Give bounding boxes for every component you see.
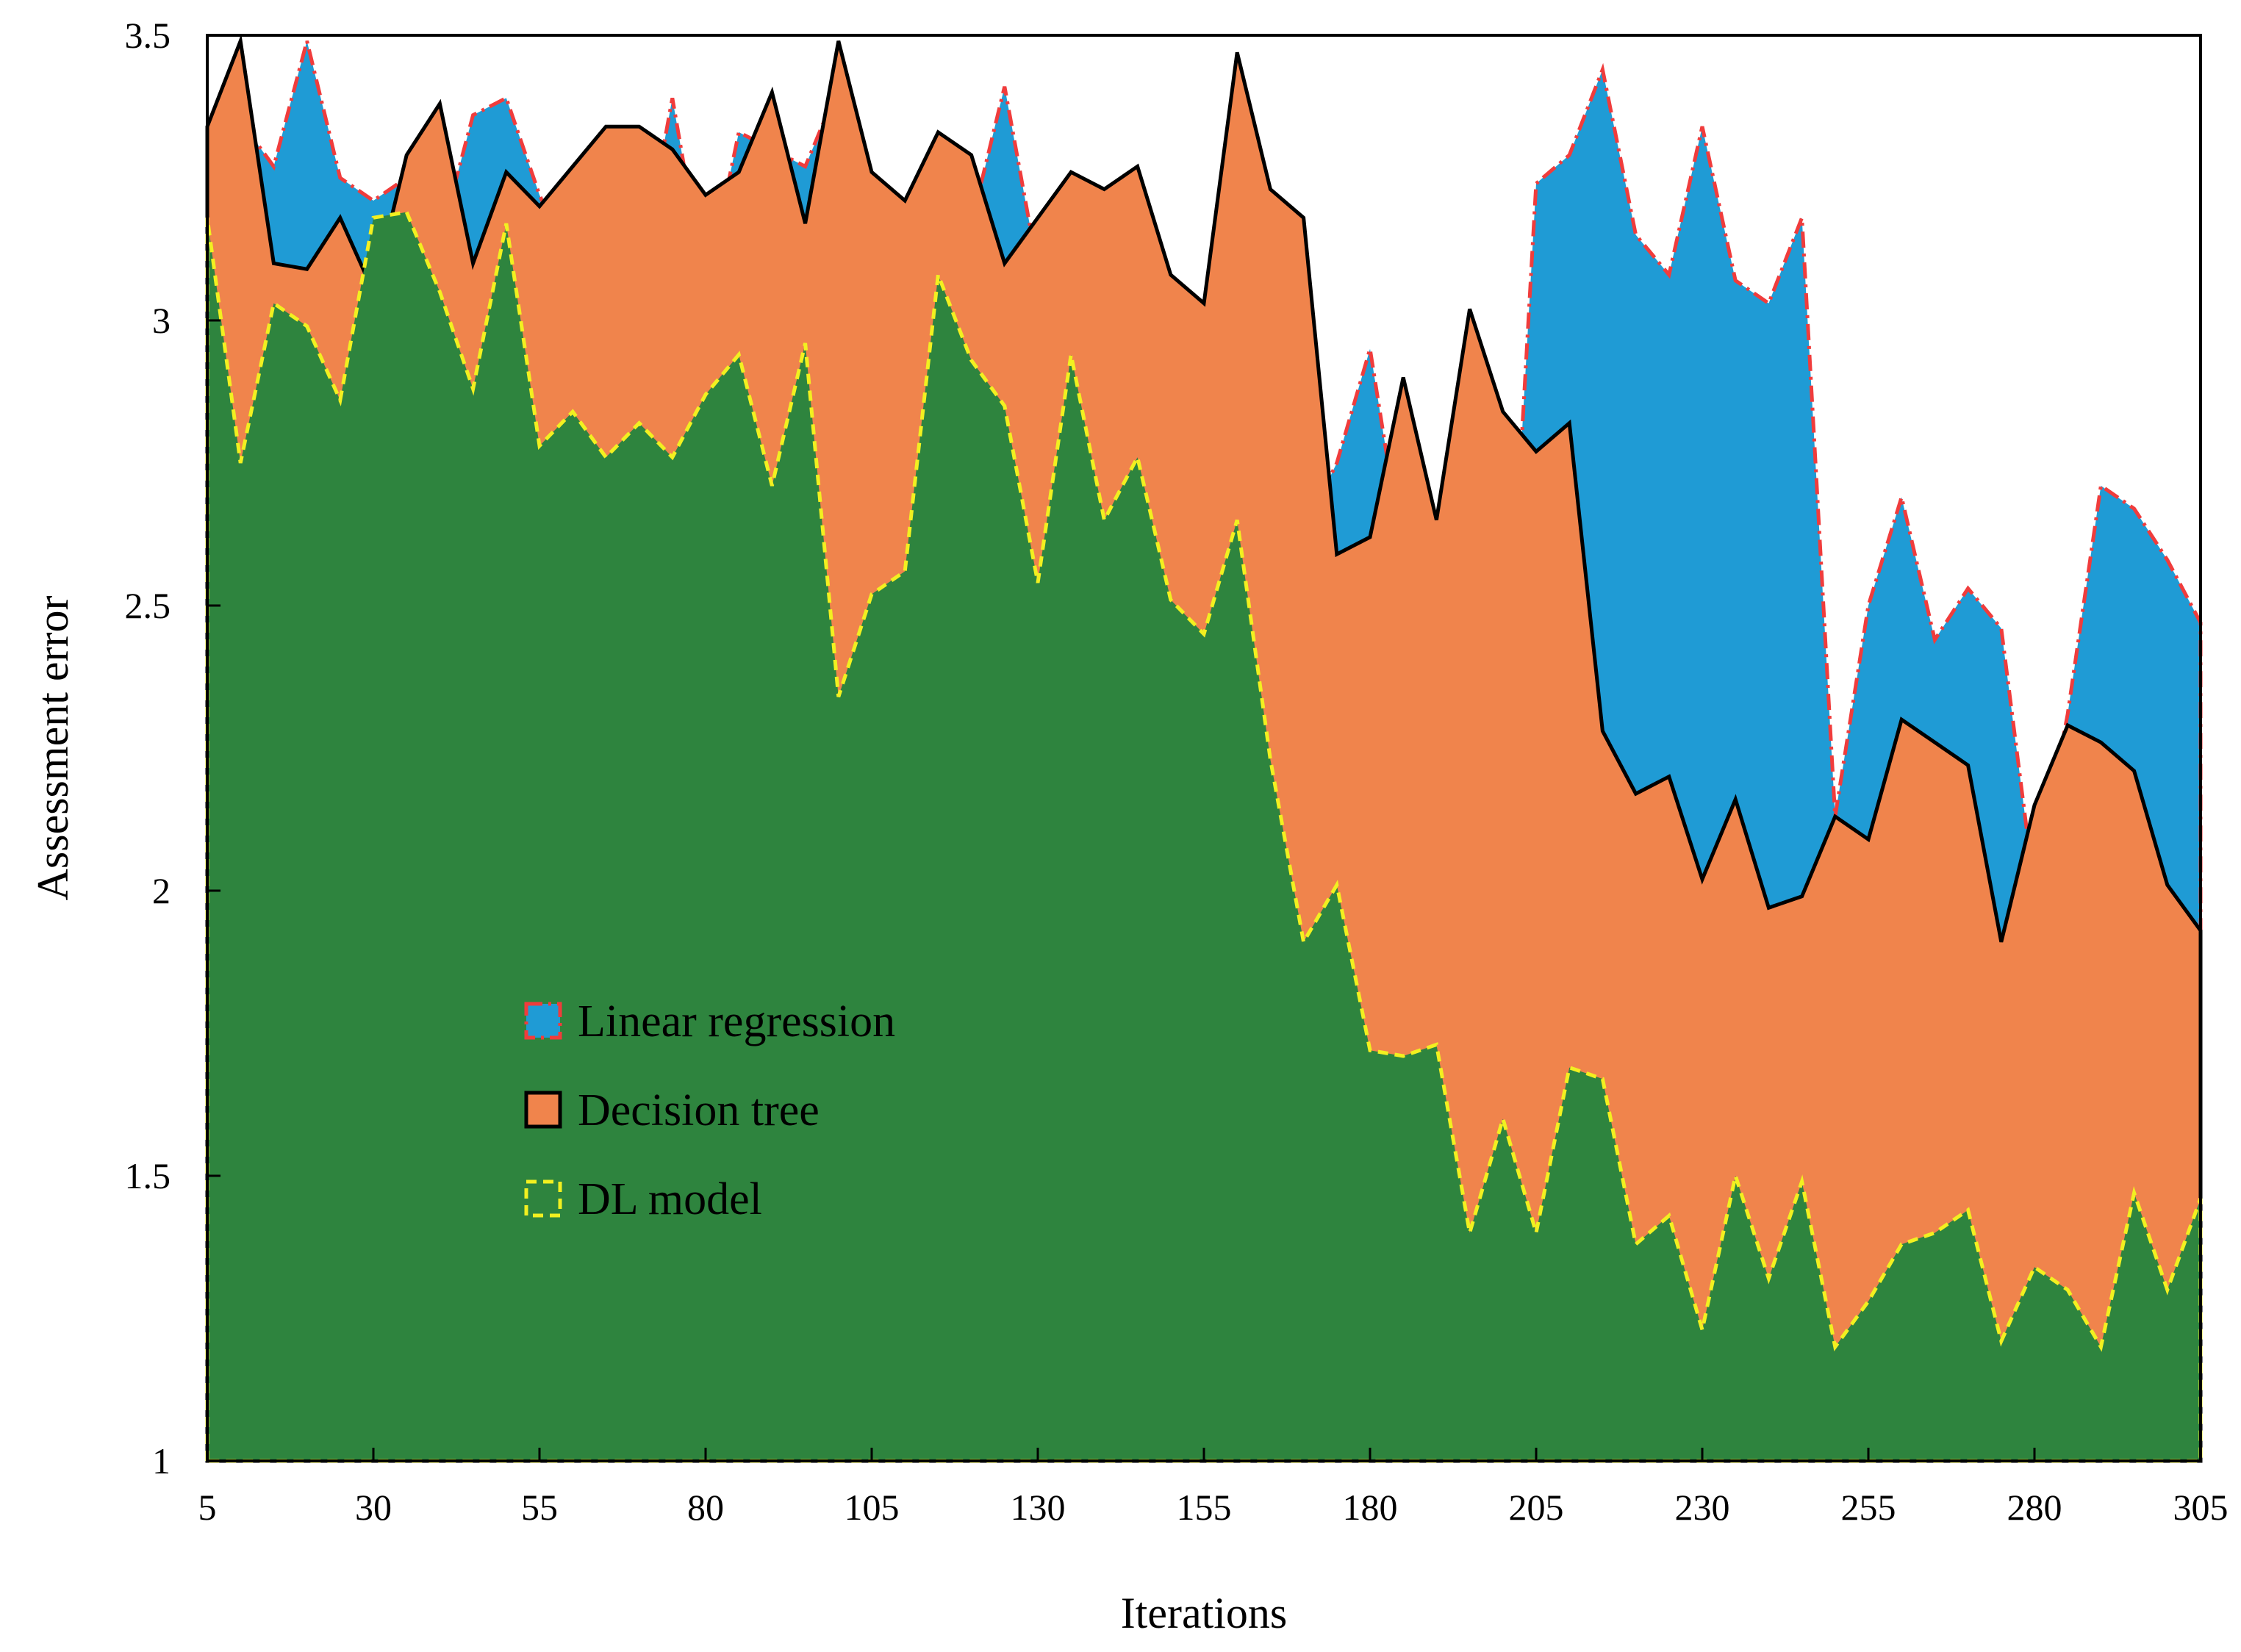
legend-swatch-decision-tree: [524, 1091, 562, 1129]
series-areas: [205, 34, 2203, 1463]
y-tick-label: 2: [152, 870, 171, 911]
y-tick-label: 2.5: [125, 585, 171, 626]
x-tick-label: 5: [198, 1487, 217, 1528]
x-tick-label: 105: [845, 1487, 900, 1528]
x-tick-label: 130: [1011, 1487, 1066, 1528]
legend-label-decision-tree: Decision tree: [578, 1085, 820, 1135]
y-tick-label: 1: [152, 1440, 171, 1482]
x-tick-label: 155: [1177, 1487, 1232, 1528]
x-tick-label: 205: [1509, 1487, 1564, 1528]
x-tick-label: 280: [2007, 1487, 2062, 1528]
legend: Linear regression Decision tree DL model: [524, 996, 895, 1224]
x-tick-label: 55: [521, 1487, 558, 1528]
y-axis-title: Assessment error: [29, 596, 77, 901]
x-tick-label: 305: [2173, 1487, 2229, 1528]
y-tick-label: 3: [152, 300, 171, 341]
legend-label-dl-model: DL model: [578, 1174, 762, 1224]
series-area-dl-model: [205, 209, 2203, 1463]
y-axis-ticks: 1 1.5 2 2.5 3 3.5: [125, 15, 220, 1482]
x-tick-label: 230: [1675, 1487, 1730, 1528]
x-axis-ticks: 5 30 55 80 105 130 155 180 205 230 255 280 305: [198, 1448, 2229, 1528]
y-tick-label: 3.5: [125, 15, 171, 56]
legend-label-linear-regression: Linear regression: [578, 996, 895, 1046]
legend-swatch-linear-regression: [524, 1002, 562, 1040]
x-tick-label: 255: [1841, 1487, 1896, 1528]
x-tick-label: 80: [687, 1487, 724, 1528]
legend-swatch-dl-model: [524, 1179, 562, 1218]
x-tick-label: 180: [1343, 1487, 1398, 1528]
y-tick-label: 1.5: [125, 1155, 171, 1196]
x-tick-label: 30: [355, 1487, 392, 1528]
x-axis-title: Iterations: [1121, 1589, 1288, 1637]
